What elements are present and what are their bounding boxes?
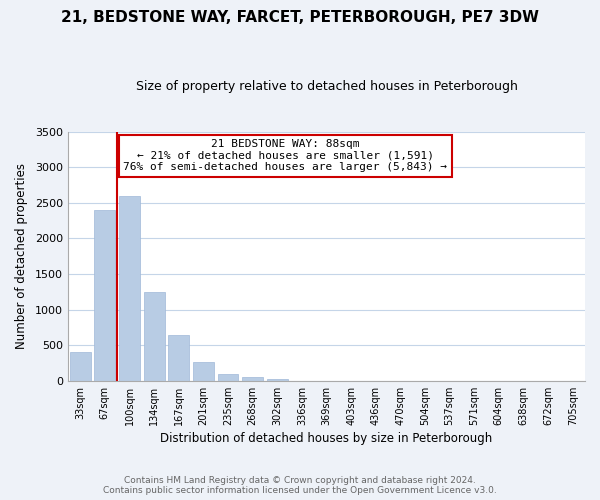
Y-axis label: Number of detached properties: Number of detached properties	[15, 163, 28, 349]
Title: Size of property relative to detached houses in Peterborough: Size of property relative to detached ho…	[136, 80, 517, 93]
Bar	[143, 292, 164, 381]
Bar	[218, 374, 238, 381]
Bar	[168, 336, 189, 381]
Bar	[242, 378, 263, 381]
X-axis label: Distribution of detached houses by size in Peterborough: Distribution of detached houses by size …	[160, 432, 493, 445]
Bar	[267, 380, 287, 381]
Bar	[193, 362, 214, 381]
Text: Contains HM Land Registry data © Crown copyright and database right 2024.
Contai: Contains HM Land Registry data © Crown c…	[103, 476, 497, 495]
Bar	[94, 210, 115, 381]
Bar	[70, 352, 91, 381]
Bar	[119, 196, 140, 381]
Text: 21 BEDSTONE WAY: 88sqm
← 21% of detached houses are smaller (1,591)
76% of semi-: 21 BEDSTONE WAY: 88sqm ← 21% of detached…	[123, 139, 447, 172]
Text: 21, BEDSTONE WAY, FARCET, PETERBOROUGH, PE7 3DW: 21, BEDSTONE WAY, FARCET, PETERBOROUGH, …	[61, 10, 539, 25]
